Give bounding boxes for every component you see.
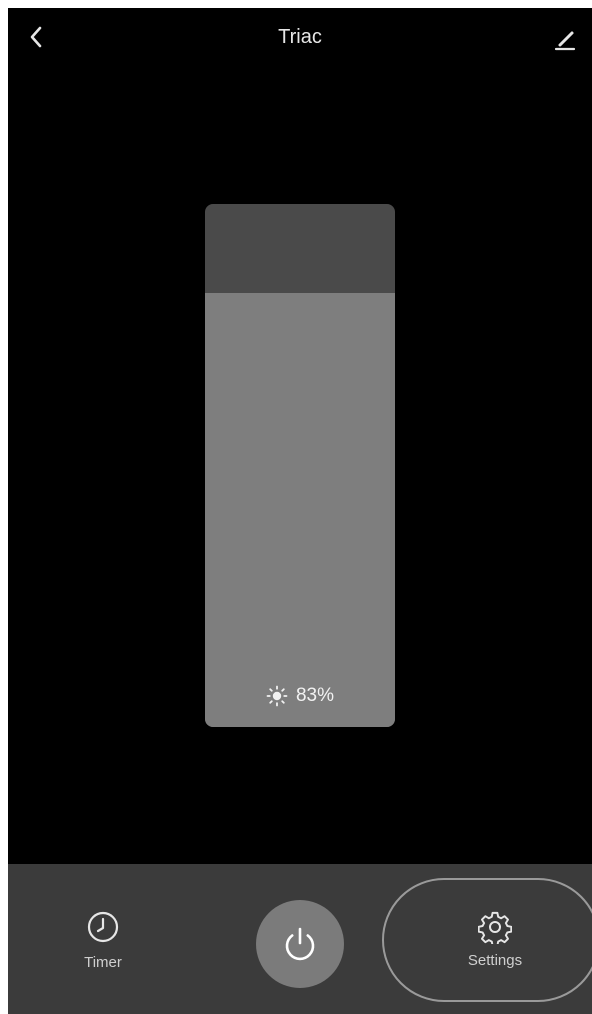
edit-button[interactable] [548, 20, 582, 54]
chevron-left-icon [30, 26, 42, 48]
device-screen: Triac [8, 8, 592, 1014]
clock-icon [87, 911, 119, 943]
settings-button[interactable]: Settings [382, 878, 592, 1002]
brightness-value: 83% [295, 685, 335, 706]
brightness-readout: 83% [205, 685, 395, 707]
header: Triac [8, 8, 592, 68]
page-title: Triac [278, 26, 322, 48]
power-button[interactable] [256, 900, 344, 988]
back-button[interactable] [22, 22, 52, 52]
settings-content: Settings [450, 910, 540, 969]
timer-label: Timer [84, 954, 122, 971]
timer-button[interactable]: Timer [68, 910, 138, 980]
pencil-icon [554, 31, 576, 51]
bottom-bar: Timer Settings [8, 864, 592, 1014]
brightness-slider[interactable]: 83% [205, 204, 395, 727]
gear-icon [478, 911, 512, 944]
brightness-slider-fill [205, 292, 395, 727]
settings-label: Settings [467, 952, 523, 969]
sun-icon [266, 685, 288, 707]
power-icon [285, 927, 315, 961]
